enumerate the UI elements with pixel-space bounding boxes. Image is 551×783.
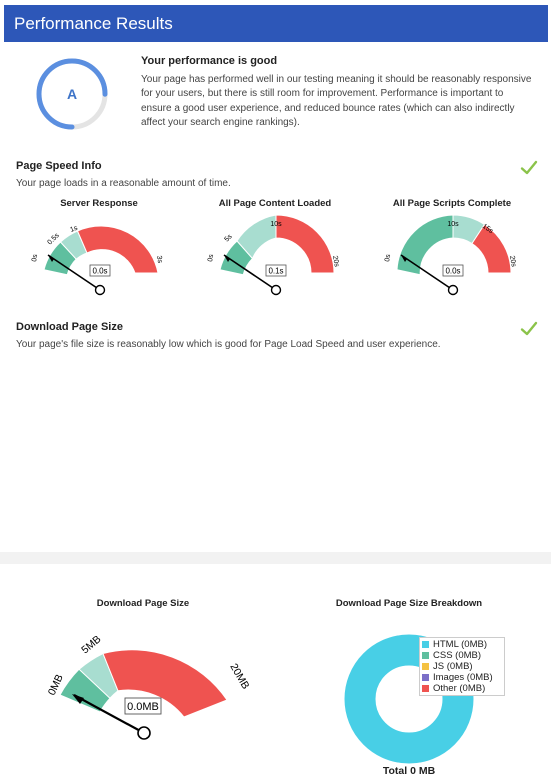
grade-progress-ring: [36, 58, 108, 130]
gauge-pivot: [270, 284, 282, 296]
gauge-needle: [47, 254, 101, 291]
performance-description: Your page has performed well in our test…: [141, 74, 532, 128]
gauge-tick-label: 0s: [31, 253, 39, 262]
legend-item-js: JS (0MB): [422, 661, 502, 672]
gauge-band-bad: [471, 223, 512, 274]
legend-swatch: [422, 641, 429, 648]
gauge-band-bad: [76, 225, 159, 274]
legend-item-html: HTML (0MB): [422, 639, 502, 650]
gauge-value-label: 0.1s: [268, 267, 283, 276]
check-icon: [520, 160, 538, 175]
legend-swatch: [422, 674, 429, 681]
legend-item-images: Images (0MB): [422, 672, 502, 683]
total-size-label: Total 0 MB: [382, 765, 436, 777]
legend-label: HTML (0MB): [433, 639, 488, 650]
legend-item-other: Other (0MB): [422, 683, 502, 694]
size-breakdown-donut: [344, 634, 474, 764]
gauge-title-scripts-complete: All Page Scripts Complete: [392, 198, 512, 209]
breakdown-legend: HTML (0MB) CSS (0MB) JS (0MB) Images (0M…: [419, 637, 505, 696]
gauge-pivot: [447, 284, 459, 296]
gauge-band-good: [396, 215, 454, 276]
grade-letter: A: [66, 86, 78, 102]
breakdown-title: Download Page Size Breakdown: [335, 598, 483, 609]
gauge-needle: [223, 254, 277, 291]
legend-swatch: [422, 663, 429, 670]
gauge-value-label: 0.0s: [92, 267, 107, 276]
legend-label: Other (0MB): [433, 683, 486, 694]
gauge-title-content-loaded: All Page Content Loaded: [218, 198, 332, 209]
scripts-complete-gauge: 0.0s 0s 10s 15s 20s: [384, 215, 517, 296]
legend-item-css: CSS (0MB): [422, 650, 502, 661]
gauge-title-server-response: Server Response: [60, 198, 138, 209]
gauge-value-label: 0.0MB: [127, 701, 159, 713]
gauge-pivot: [94, 284, 106, 296]
gauge-tick-label: 5MB: [79, 633, 103, 656]
download-size-description: Your page's file size is reasonably low …: [16, 339, 441, 350]
gauge-value-label: 0.0s: [445, 267, 460, 276]
gauge-needle: [400, 254, 454, 291]
gauge-band-bad: [275, 215, 335, 274]
legend-label: JS (0MB): [433, 661, 473, 672]
size-gauge-title: Download Page Size: [96, 598, 190, 609]
gauge-tick-label: 10s: [447, 221, 459, 228]
legend-swatch: [422, 685, 429, 692]
gauge-tick-label: 5s: [223, 233, 234, 244]
server-response-gauge: 0.0s 0s 0.5s 1s 3s: [31, 225, 163, 296]
gauge-tick-label: 20s: [331, 255, 340, 268]
gauge-pivot: [137, 726, 151, 740]
grade-ring: A: [34, 56, 110, 132]
legend-label: CSS (0MB): [433, 650, 482, 661]
download-size-title: Download Page Size: [16, 321, 123, 333]
section-divider: [0, 552, 551, 564]
check-icon: [520, 321, 538, 336]
page-speed-title: Page Speed Info: [16, 160, 102, 172]
gauge-tick-label: 0s: [384, 253, 392, 262]
gauge-tick-label: 0s: [207, 253, 215, 262]
legend-label: Images (0MB): [433, 672, 493, 683]
gauge-tick-label: 1s: [69, 225, 79, 234]
legend-swatch: [422, 652, 429, 659]
download-size-gauge: 0.0MB 0MB 5MB 20MB: [46, 633, 252, 740]
gauge-needle: [73, 694, 145, 734]
page-title: Performance Results: [14, 14, 173, 33]
gauge-band-bad: [102, 649, 228, 718]
page-speed-description: Your page loads in a reasonable amount o…: [16, 178, 231, 189]
gauge-tick-label: 10s: [270, 221, 282, 228]
performance-title: Your performance is good: [141, 55, 278, 67]
gauge-tick-label: 20s: [508, 255, 517, 268]
content-loaded-gauge: 0.1s 0s 5s 10s 20s: [207, 215, 340, 296]
gauge-tick-label: 20MB: [227, 662, 251, 692]
gauge-tick-label: 3s: [155, 255, 163, 264]
results-header: Performance Results: [4, 5, 548, 42]
